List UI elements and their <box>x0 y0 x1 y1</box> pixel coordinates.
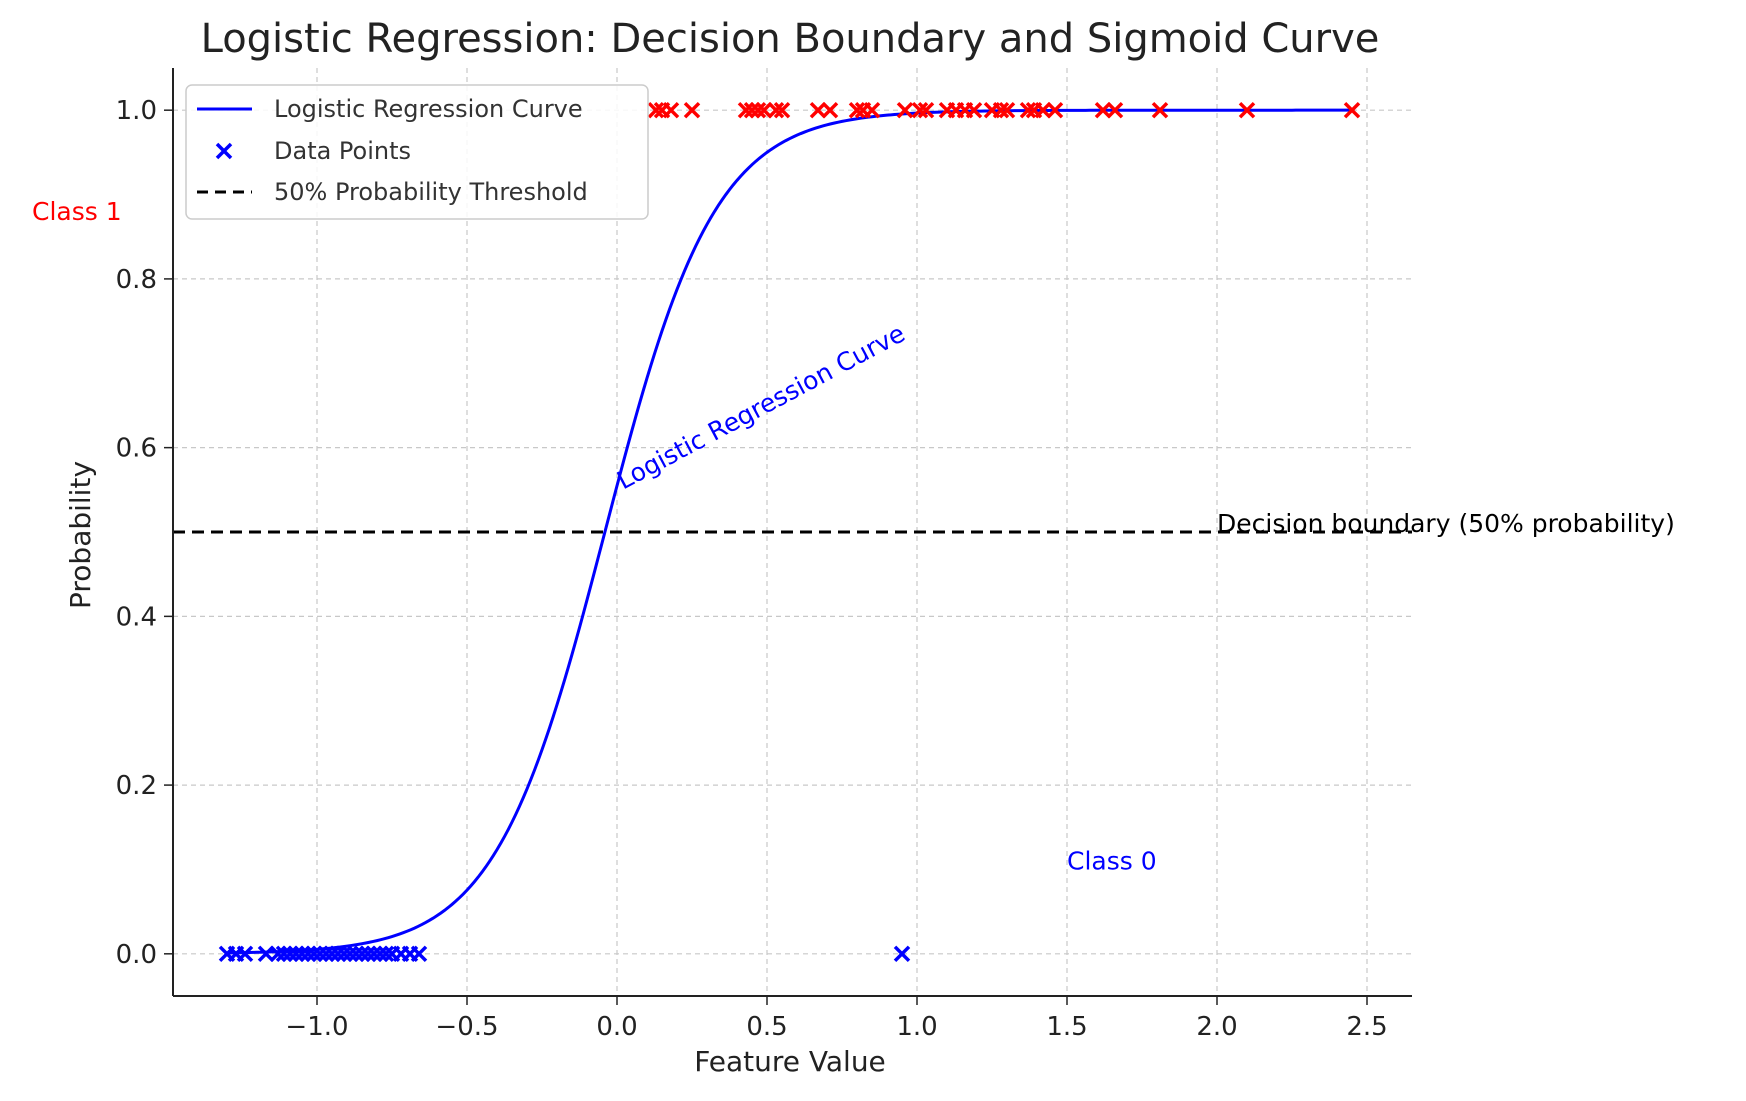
class0-point <box>377 945 395 963</box>
class1-point <box>1019 101 1037 119</box>
class0-point <box>305 945 323 963</box>
sigmoid-curve <box>226 108 1352 955</box>
y-tick-label: 0.4 <box>116 602 157 632</box>
class1-point <box>1151 101 1169 119</box>
annotation-2: Class 0 <box>1067 846 1157 875</box>
class1-point <box>917 101 935 119</box>
class0-point <box>365 945 383 963</box>
class0-point <box>236 945 254 963</box>
legend-points-label: Data Points <box>274 137 411 165</box>
class1-point <box>1046 101 1064 119</box>
x-tick-label: 0.0 <box>596 1012 637 1042</box>
class0-point <box>353 945 371 963</box>
class0-point <box>287 945 305 963</box>
y-tick-label: 0.6 <box>116 434 157 464</box>
class1-point <box>647 101 665 119</box>
class0-point <box>317 945 335 963</box>
legend-threshold-label: 50% Probability Threshold <box>274 178 588 206</box>
legend-box <box>185 84 649 220</box>
class0-point <box>335 945 353 963</box>
class1-point <box>863 101 881 119</box>
chart-title: Logistic Regression: Decision Boundary a… <box>201 16 1380 62</box>
class1-point <box>1034 101 1052 119</box>
annotation-4: Decision boundary (50% probability) <box>1217 509 1675 538</box>
class0-point <box>371 945 389 963</box>
class1-point <box>743 101 761 119</box>
class1-point <box>1106 101 1124 119</box>
class1-point <box>773 101 791 119</box>
legend-curve-label: Logistic Regression Curve <box>274 95 583 123</box>
legend-points-swatch <box>215 142 233 160</box>
axes <box>172 68 1412 997</box>
y-axis-label: Probability <box>64 461 97 609</box>
x-tick-label: 2.0 <box>1196 1012 1237 1042</box>
class1-point <box>896 101 914 119</box>
class0-point <box>341 945 359 963</box>
class1-point <box>911 101 929 119</box>
ticks: −1.0 −0.5 0.0 0.5 1.0 1.5 2.0 2.5 0.0 0.2 0.4 0.6 0.… <box>116 96 1388 1042</box>
y-tick-label: 0.8 <box>116 265 157 295</box>
class0-point <box>275 945 293 963</box>
legend: Logistic Regression Curve Data Points 50… <box>185 84 649 220</box>
class1-point <box>821 101 839 119</box>
class0-point <box>269 945 287 963</box>
x-tick-label: −0.5 <box>435 1012 498 1042</box>
class0-point <box>311 945 329 963</box>
class1-point <box>1238 101 1256 119</box>
class0-point <box>323 945 341 963</box>
x-tick-label: 2.5 <box>1346 1012 1387 1042</box>
class1-point <box>683 101 701 119</box>
class0-point <box>281 945 299 963</box>
class1-point <box>809 101 827 119</box>
class0-point <box>329 945 347 963</box>
class1-point <box>749 101 767 119</box>
x-tick-label: 1.5 <box>1046 1012 1087 1042</box>
class0-point <box>299 945 317 963</box>
x-axis-label: Feature Value <box>694 1045 886 1078</box>
y-tick-label: 1.0 <box>116 96 157 126</box>
class1-point <box>965 101 983 119</box>
curve-layer <box>226 108 1352 955</box>
class1-point <box>1343 101 1361 119</box>
class1-point <box>848 101 866 119</box>
x-tick-label: 1.0 <box>896 1012 937 1042</box>
class0-point <box>347 945 365 963</box>
y-tick-label: 0.2 <box>116 771 157 801</box>
class1-point <box>1094 101 1112 119</box>
data-points <box>218 101 1361 963</box>
class0-point <box>410 945 428 963</box>
class1-point <box>755 101 773 119</box>
annotation-1: Class 1 <box>32 197 122 226</box>
x-tick-label: −1.0 <box>285 1012 348 1042</box>
class1-point <box>767 101 785 119</box>
class1-point <box>992 101 1010 119</box>
class0-point <box>359 945 377 963</box>
class1-point <box>998 101 1016 119</box>
class0-point <box>893 945 911 963</box>
class0-point <box>293 945 311 963</box>
class1-point <box>662 101 680 119</box>
class0-point <box>257 945 275 963</box>
y-tick-label: 0.0 <box>116 940 157 970</box>
x-tick-label: 0.5 <box>746 1012 787 1042</box>
class1-point <box>737 101 755 119</box>
